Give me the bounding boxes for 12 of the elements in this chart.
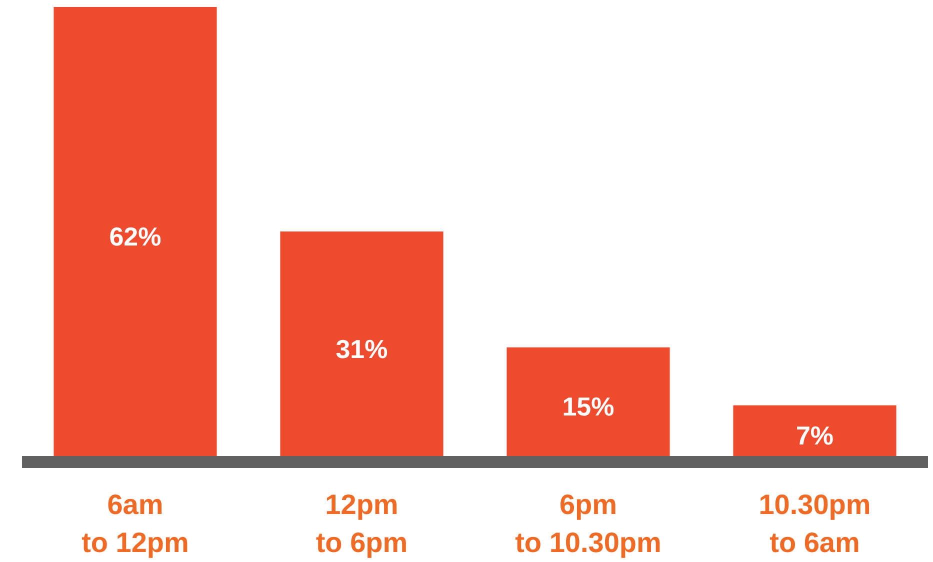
data-label: 7%: [796, 420, 834, 451]
data-label: 62%: [109, 222, 162, 252]
x-tick-label: 12pm to 6pm: [316, 489, 408, 558]
data-label: 31%: [336, 334, 388, 364]
bar: [733, 405, 896, 456]
x-tick-label: 6pm to 10.30pm: [515, 489, 662, 558]
bar: [506, 347, 670, 456]
data-label: 15%: [562, 392, 614, 422]
bar: [280, 232, 444, 456]
x-tick-label: 10.30pm to 6am: [758, 489, 871, 558]
x-tick-label: 6am to 12pm: [82, 489, 189, 558]
bar: [54, 7, 217, 456]
